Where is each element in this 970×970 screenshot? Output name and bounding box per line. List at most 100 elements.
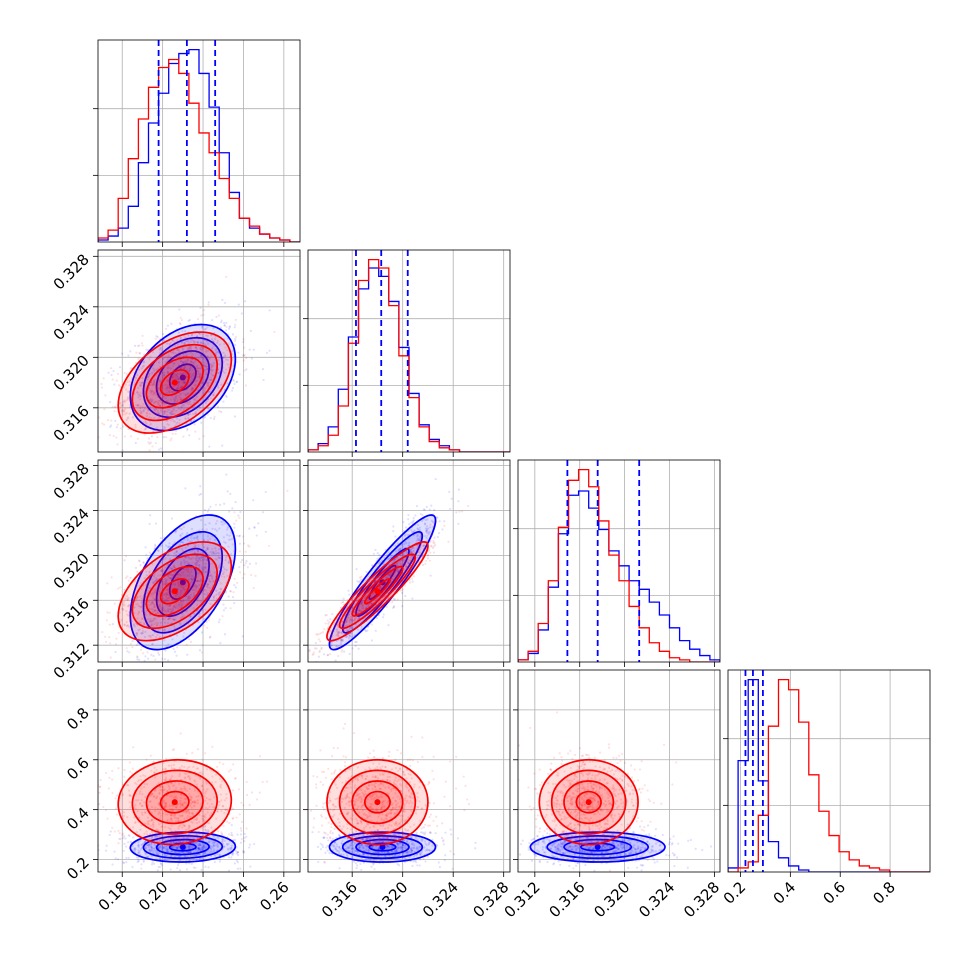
scatter-point [187, 574, 190, 577]
scatter-point [209, 563, 212, 566]
scatter-point [334, 624, 337, 627]
scatter-point [348, 613, 351, 616]
scatter-point [120, 619, 123, 622]
scatter-point [200, 354, 203, 357]
scatter-point [324, 622, 327, 625]
scatter-point [226, 528, 229, 531]
scatter-point [107, 371, 110, 374]
scatter-point [208, 445, 211, 448]
scatter-point [148, 416, 151, 419]
scatter-point [151, 849, 155, 853]
scatter-point [165, 853, 168, 857]
scatter-point [172, 407, 175, 411]
scatter-point [166, 367, 170, 370]
scatter-point [140, 588, 143, 591]
scatter-point [392, 572, 395, 576]
scatter-point [227, 561, 231, 564]
scatter-point [201, 847, 204, 850]
scatter-point [217, 591, 220, 595]
scatter-point [388, 557, 391, 560]
scatter-point [167, 384, 170, 387]
scatter-point [155, 412, 158, 415]
scatter-point [139, 621, 143, 624]
scatter-point [183, 622, 186, 626]
scatter-point [133, 368, 137, 371]
scatter-point [178, 353, 181, 356]
scatter-point [350, 619, 353, 623]
scatter-point [137, 357, 140, 360]
scatter-point [194, 536, 197, 539]
scatter-point [184, 609, 188, 612]
scatter-point [139, 848, 142, 851]
scatter-point [150, 381, 153, 384]
scatter-point [105, 619, 108, 622]
scatter-point [168, 411, 172, 415]
series_b-contour [351, 565, 404, 617]
scatter-point [227, 848, 230, 851]
scatter-point [168, 403, 171, 406]
scatter-point [428, 530, 432, 533]
scatter-point [415, 560, 419, 563]
scatter-point [393, 574, 396, 578]
scatter-point [163, 628, 166, 632]
scatter-point [162, 846, 165, 849]
scatter-point [172, 618, 176, 621]
scatter-point [204, 865, 207, 868]
scatter-point [103, 423, 106, 426]
scatter-point [146, 412, 149, 415]
scatter-point [179, 616, 182, 620]
scatter-point [185, 575, 188, 578]
scatter-point [168, 343, 171, 346]
scatter-point [223, 354, 227, 357]
scatter-point [135, 351, 138, 354]
scatter-point [153, 844, 156, 847]
scatter-point [182, 381, 186, 384]
scatter-point [161, 371, 164, 375]
scatter-point [181, 348, 185, 351]
scatter-point [249, 329, 252, 332]
scatter-point [178, 858, 181, 862]
scatter-point [137, 456, 139, 458]
scatter-point [178, 583, 181, 586]
scatter-point [365, 605, 368, 608]
scatter-point [467, 504, 470, 508]
scatter-point [185, 569, 188, 572]
scatter-point [121, 449, 124, 452]
scatter-point [349, 618, 352, 621]
scatter-point [128, 651, 131, 654]
scatter-point [170, 412, 173, 416]
scatter-point [138, 621, 141, 624]
scatter-point [189, 390, 192, 393]
scatter-point [242, 850, 245, 853]
scatter-point [233, 326, 236, 329]
scatter-point [133, 848, 137, 851]
scatter-point [214, 338, 217, 341]
scatter-point [129, 642, 132, 645]
scatter-point [191, 557, 194, 560]
scatter-point [318, 650, 321, 654]
scatter-point [190, 570, 193, 573]
scatter-point [194, 410, 197, 414]
scatter-point [219, 321, 223, 324]
scatter-point [159, 621, 162, 624]
scatter-point [186, 429, 189, 432]
scatter-point [194, 557, 197, 560]
scatter-point [195, 853, 198, 856]
scatter-point [209, 580, 212, 583]
scatter-point [196, 341, 199, 344]
scatter-point [173, 566, 176, 569]
scatter-point [231, 386, 235, 390]
scatter-point [236, 867, 240, 870]
scatter-point [171, 845, 174, 848]
scatter-point [108, 833, 111, 837]
scatter-point [127, 663, 129, 665]
scatter-point [175, 400, 178, 403]
scatter-point [194, 569, 197, 572]
scatter-point [235, 859, 239, 862]
scatter-point [149, 634, 152, 637]
scatter-point [207, 619, 210, 622]
scatter-point [188, 635, 191, 638]
scatter-point [195, 348, 199, 351]
scatter-point [172, 375, 175, 378]
scatter-point [385, 605, 388, 609]
